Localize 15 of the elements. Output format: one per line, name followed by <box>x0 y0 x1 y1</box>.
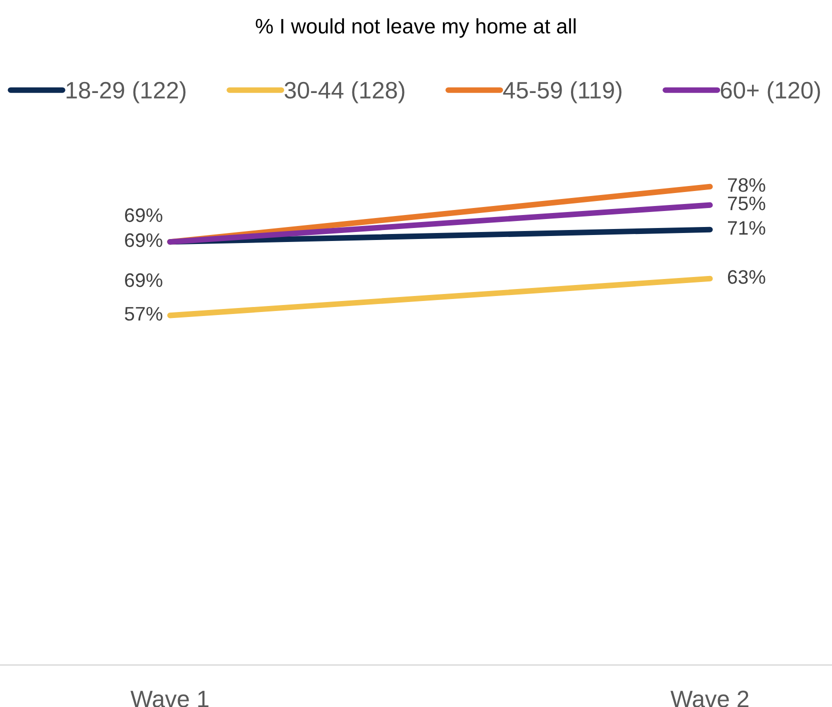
legend-label: 45-59 (119) <box>503 81 622 104</box>
data-label: 57% <box>124 306 162 321</box>
chart-title: % I would not leave my home at all <box>256 18 576 38</box>
legend-label: 18-29 (122) <box>66 81 186 104</box>
x-tick-label: Wave 1 <box>130 690 208 707</box>
data-label: 69% <box>125 208 162 222</box>
data-label: 75% <box>728 196 766 210</box>
data-label: 69% <box>125 273 162 288</box>
data-label: 63% <box>728 270 766 284</box>
x-tick-label: Wave 2 <box>670 690 748 707</box>
legend-label: 60+ (120) <box>720 81 820 104</box>
legend-label: 30-44 (128) <box>284 81 404 104</box>
data-label: 71% <box>728 221 766 235</box>
data-label: 78% <box>728 178 766 192</box>
data-label: 69% <box>125 233 162 248</box>
